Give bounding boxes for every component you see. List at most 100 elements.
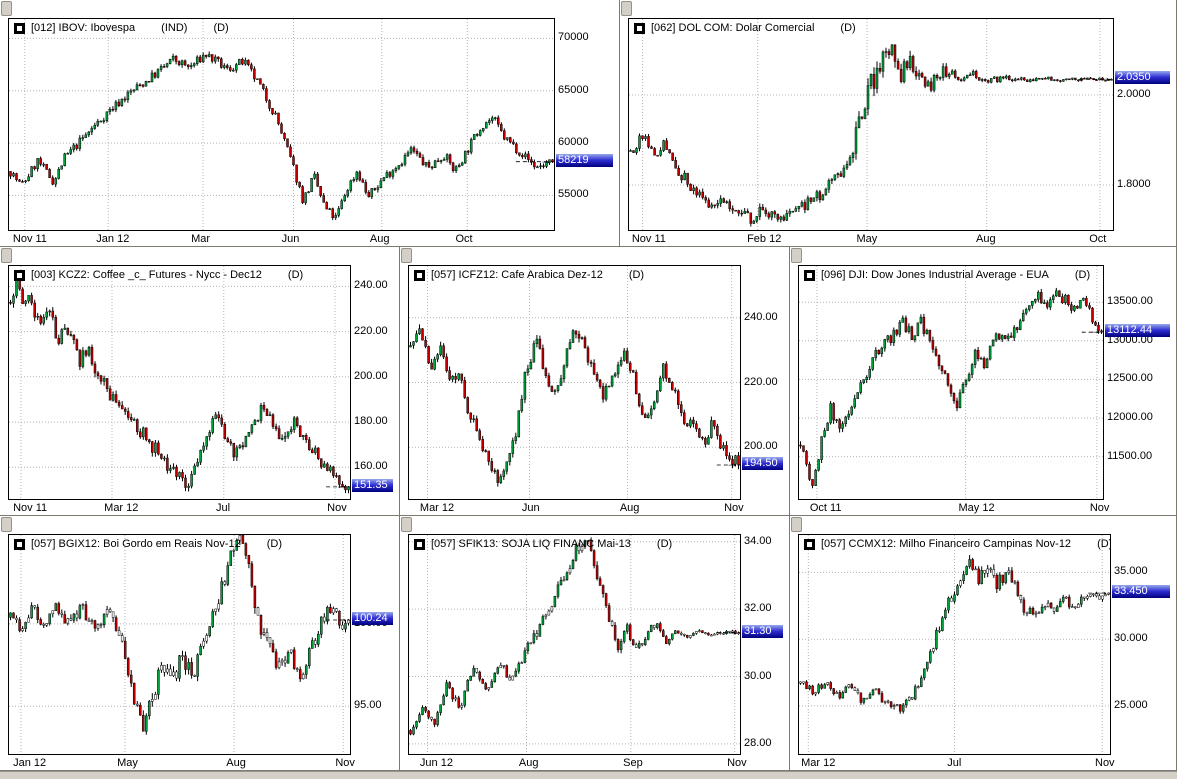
chart-plot[interactable]: [057] BGIX12: Boi Gordo em Reais Nov-12 … (8, 534, 351, 755)
chart-panel-ccmx12[interactable]: CCMX12 06/11/2012 A: 33,510 M: 33,730 m:… (790, 516, 1177, 771)
chart-plot[interactable]: [012] IBOV: Ibovespa (IND) (D) (8, 18, 555, 231)
y-axis-tick-label: 32.00 (744, 602, 772, 615)
y-axis-tick-label: 12000.00 (1107, 410, 1153, 423)
chart-plot[interactable]: [096] DJI: Dow Jones Industrial Average … (798, 265, 1104, 500)
price-arrow-icon: → (726, 623, 738, 638)
x-axis-tick-label: Jul (947, 757, 962, 769)
window-grip-icon[interactable] (791, 517, 802, 532)
y-axis-tick-label: 11500.00 (1107, 449, 1153, 462)
chart-panel-icfz12[interactable]: ICFZ12 06/11/2012 A: 195,15 M: 196,70 m:… (400, 247, 790, 516)
price-arrow-icon: → (1099, 70, 1111, 85)
x-axis-tick-label: Nov (724, 502, 744, 514)
panel-header[interactable]: DJI 05/11/2012 A: 13.092,28 M: 13.140,58… (790, 247, 1176, 267)
panel-header[interactable]: KCZ2 06/11/2012 A: 151,00 M: 152,20 m: 1… (0, 247, 399, 267)
y-axis-tick-label: 70000 (558, 31, 589, 44)
y-axis-tick-label: 220.00 (744, 375, 778, 388)
panel-header[interactable]: BGIX12 06/11/2012 A: 99,93 M: 100,30 m: … (0, 516, 399, 536)
series-box-icon (804, 269, 815, 281)
candlestick-canvas (9, 266, 350, 499)
y-axis-tick-label: 55000 (558, 188, 589, 201)
chart-panel-dji[interactable]: DJI 05/11/2012 A: 13.092,28 M: 13.140,58… (790, 247, 1177, 516)
window-grip-icon[interactable] (791, 248, 802, 263)
series-period-tag: (D) (266, 538, 282, 550)
series-label: [057] ICFZ12: Cafe Arabica Dez-12 (431, 269, 603, 281)
window-grip-icon[interactable] (1, 517, 12, 532)
chart-row-bottom: BGIX12 06/11/2012 A: 99,93 M: 100,30 m: … (0, 516, 1177, 771)
chart-legend[interactable]: [057] ICFZ12: Cafe Arabica Dez-12 (D) (414, 269, 644, 281)
panel-header[interactable]: CCMX12 06/11/2012 A: 33,510 M: 33,730 m:… (790, 516, 1176, 536)
price-arrow-icon: → (540, 152, 552, 167)
chart-legend[interactable]: [003] KCZ2: Coffee _c_ Futures - Nycc - … (14, 269, 303, 281)
series-label: [057] SFIK13: SOJA LIQ FINANC Mai-13 (431, 538, 631, 550)
x-axis-tick-label: Jan 12 (13, 757, 47, 769)
panel-header[interactable]: DOL COM 06/11/2012 A: 2,0350 M: 2,0360 m… (620, 0, 1176, 20)
y-axis-tick-label: 200.00 (744, 440, 778, 453)
legend-main: [003] KCZ2: Coffee _c_ Futures - Nycc - … (14, 269, 262, 281)
chart-legend[interactable]: [096] DJI: Dow Jones Industrial Average … (804, 269, 1090, 281)
x-axis-tick-label: Nov (727, 757, 747, 769)
x-axis-tick-label: Aug (619, 502, 640, 514)
price-arrow-icon: → (336, 477, 348, 492)
chart-plot[interactable]: [062] DOL COM: Dolar Comercial (D) (628, 18, 1114, 231)
chart-row-top: IBOV 06/11/2012 A: 58.220 M: 58.547 m: 5… (0, 0, 1177, 247)
price-arrow-icon: → (1089, 323, 1101, 338)
x-axis-tick-label: Oct (1089, 233, 1107, 245)
y-axis-tick-label: 240.00 (744, 310, 778, 323)
series-label: [057] CCMX12: Milho Financeiro Campinas … (821, 538, 1072, 550)
series-period-tag: (D) (213, 22, 229, 34)
chart-plot[interactable]: [057] SFIK13: SOJA LIQ FINANC Mai-13 (D) (408, 534, 741, 755)
series-label: [062] DOL COM: Dolar Comercial (651, 22, 815, 34)
last-price-label: 100.24 (352, 611, 393, 625)
y-axis-tick-label: 28.00 (744, 736, 772, 749)
legend-main: [096] DJI: Dow Jones Industrial Average … (804, 269, 1049, 281)
y-axis-tick-label: 220.00 (354, 324, 388, 337)
series-label: [096] DJI: Dow Jones Industrial Average … (821, 269, 1049, 281)
chart-panel-bgix12[interactable]: BGIX12 06/11/2012 A: 99,93 M: 100,30 m: … (0, 516, 400, 771)
chart-panel-dolcom[interactable]: DOL COM 06/11/2012 A: 2,0350 M: 2,0360 m… (620, 0, 1177, 247)
chart-plot[interactable]: [057] ICFZ12: Cafe Arabica Dez-12 (D) (408, 265, 741, 500)
panel-header[interactable]: ICFZ12 06/11/2012 A: 195,15 M: 196,70 m:… (400, 247, 789, 267)
last-price-label: 33.450 (1112, 585, 1170, 599)
x-axis-tick-label: Nov (1095, 757, 1115, 769)
window-grip-icon[interactable] (1, 248, 12, 263)
window-grip-icon[interactable] (621, 1, 632, 16)
chart-panel-kcz2[interactable]: KCZ2 06/11/2012 A: 151,00 M: 152,20 m: 1… (0, 247, 400, 516)
x-axis-tick-label: Mar 12 (104, 502, 139, 514)
candlestick-canvas (629, 19, 1113, 230)
series-box-icon (414, 269, 425, 281)
chart-legend[interactable]: [062] DOL COM: Dolar Comercial (D) (634, 22, 856, 34)
y-axis-tick-label: 180.00 (354, 415, 388, 428)
x-axis-tick-label: Mar (191, 233, 211, 245)
series-box-icon (14, 22, 25, 34)
panel-header[interactable]: SFIK13 06/11/2012 A: 31,30 M: 31,30 m: 3… (400, 516, 789, 536)
legend-main: [057] CCMX12: Milho Financeiro Campinas … (804, 538, 1071, 550)
series-period-tag: (D) (840, 22, 856, 34)
x-axis-tick-label: Nov (327, 502, 347, 514)
x-axis-tick-label: Aug (226, 757, 246, 769)
chart-panel-sfik13[interactable]: SFIK13 06/11/2012 A: 31,30 M: 31,30 m: 3… (400, 516, 790, 771)
chart-plot[interactable]: [057] CCMX12: Milho Financeiro Campinas … (798, 534, 1111, 755)
chart-legend[interactable]: [057] BGIX12: Boi Gordo em Reais Nov-12 … (14, 538, 282, 550)
series-period-tag: (D) (656, 538, 673, 550)
window-grip-icon[interactable] (401, 248, 412, 263)
y-axis-tick-label: 13500.00 (1107, 295, 1153, 308)
chart-legend[interactable]: [012] IBOV: Ibovespa (IND) (D) (14, 22, 229, 34)
y-axis-tick-label: 65000 (558, 83, 589, 96)
series-box-icon (14, 538, 25, 550)
legend-main: [012] IBOV: Ibovespa (14, 22, 135, 34)
series-label: [003] KCZ2: Coffee _c_ Futures - Nycc - … (31, 269, 262, 281)
chart-panel-ibov[interactable]: IBOV 06/11/2012 A: 58.220 M: 58.547 m: 5… (0, 0, 620, 247)
candlestick-canvas (9, 19, 554, 230)
chart-legend[interactable]: [057] CCMX12: Milho Financeiro Campinas … (804, 538, 1111, 550)
x-axis-tick-label: Aug (369, 233, 390, 245)
series-period-tag: (D) (1074, 269, 1091, 281)
last-price-label: 151.35 (352, 478, 393, 492)
series-period-tag: (D) (1097, 538, 1111, 550)
window-grip-icon[interactable] (401, 517, 412, 532)
chart-legend[interactable]: [057] SFIK13: SOJA LIQ FINANC Mai-13 (D) (414, 538, 672, 550)
chart-plot[interactable]: [003] KCZ2: Coffee _c_ Futures - Nycc - … (8, 265, 351, 500)
last-price-label: 194.50 (742, 457, 783, 471)
window-grip-icon[interactable] (1, 1, 12, 16)
panel-header[interactable]: IBOV 06/11/2012 A: 58.220 M: 58.547 m: 5… (0, 0, 619, 20)
